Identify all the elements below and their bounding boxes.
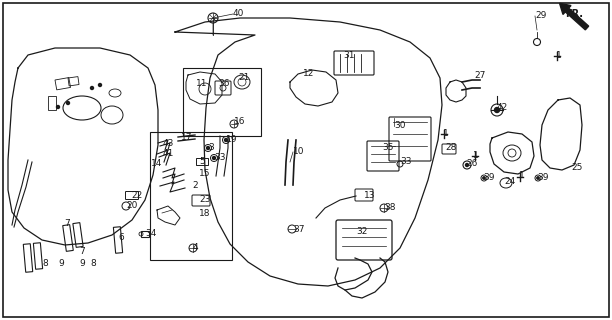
Text: 37: 37 [293,225,305,234]
Text: 31: 31 [343,51,354,60]
Text: 5: 5 [199,157,205,166]
Text: 12: 12 [303,68,315,77]
Text: 30: 30 [394,122,406,131]
Text: 21: 21 [238,74,249,83]
Text: 1: 1 [443,129,449,138]
Text: 6: 6 [118,234,124,243]
Text: 40: 40 [233,10,244,19]
Text: 15: 15 [199,170,211,179]
Text: 25: 25 [571,164,583,172]
Text: 24: 24 [504,178,515,187]
Text: 1: 1 [519,172,524,180]
Bar [150,132,232,260]
Text: 36: 36 [218,79,230,89]
Text: 27: 27 [474,71,485,81]
Circle shape [67,101,70,105]
Text: 17: 17 [181,133,193,142]
Bar [55,77,70,90]
Text: 10: 10 [293,148,305,156]
Text: 1: 1 [556,52,562,60]
Text: 11: 11 [196,79,207,89]
Circle shape [225,139,228,141]
Text: 8: 8 [90,260,95,268]
Text: 4: 4 [193,244,199,252]
Text: 8: 8 [42,260,48,268]
Text: 39: 39 [483,172,494,181]
Text: 2: 2 [192,180,198,189]
Bar [196,158,208,165]
Text: 29: 29 [535,12,547,20]
Circle shape [483,177,485,179]
Circle shape [206,147,209,149]
Text: 42: 42 [497,103,508,113]
Text: 23: 23 [199,196,211,204]
Bar [68,76,79,86]
Text: 39: 39 [537,172,548,181]
Text: 22: 22 [131,191,142,201]
Text: 16: 16 [234,117,245,126]
Text: 26: 26 [466,158,477,167]
Bar [48,96,56,110]
Circle shape [537,177,539,179]
Text: 13: 13 [364,190,376,199]
Text: 3: 3 [208,142,214,151]
Text: 43: 43 [163,139,174,148]
Text: 28: 28 [445,143,457,153]
Circle shape [56,106,59,108]
Circle shape [466,164,469,166]
Text: 34: 34 [145,229,157,238]
FancyArrow shape [559,3,589,30]
Text: 41: 41 [163,148,174,157]
Text: 38: 38 [384,203,395,212]
Text: 9: 9 [79,260,84,268]
Bar [183,68,261,136]
Text: 33: 33 [214,153,225,162]
Circle shape [91,86,94,90]
Circle shape [99,84,102,86]
Text: 32: 32 [356,228,367,236]
Text: 1: 1 [473,150,479,159]
Text: 7: 7 [79,247,84,257]
Circle shape [494,108,499,113]
Text: 7: 7 [64,220,70,228]
Text: 35: 35 [382,142,394,151]
Text: 9: 9 [58,260,64,268]
Text: 33: 33 [400,157,411,166]
Text: 19: 19 [226,134,237,143]
Text: 18: 18 [199,209,211,218]
Text: 20: 20 [126,202,137,211]
Text: 14: 14 [151,159,162,169]
Text: FR.: FR. [565,9,583,19]
Circle shape [212,156,215,159]
